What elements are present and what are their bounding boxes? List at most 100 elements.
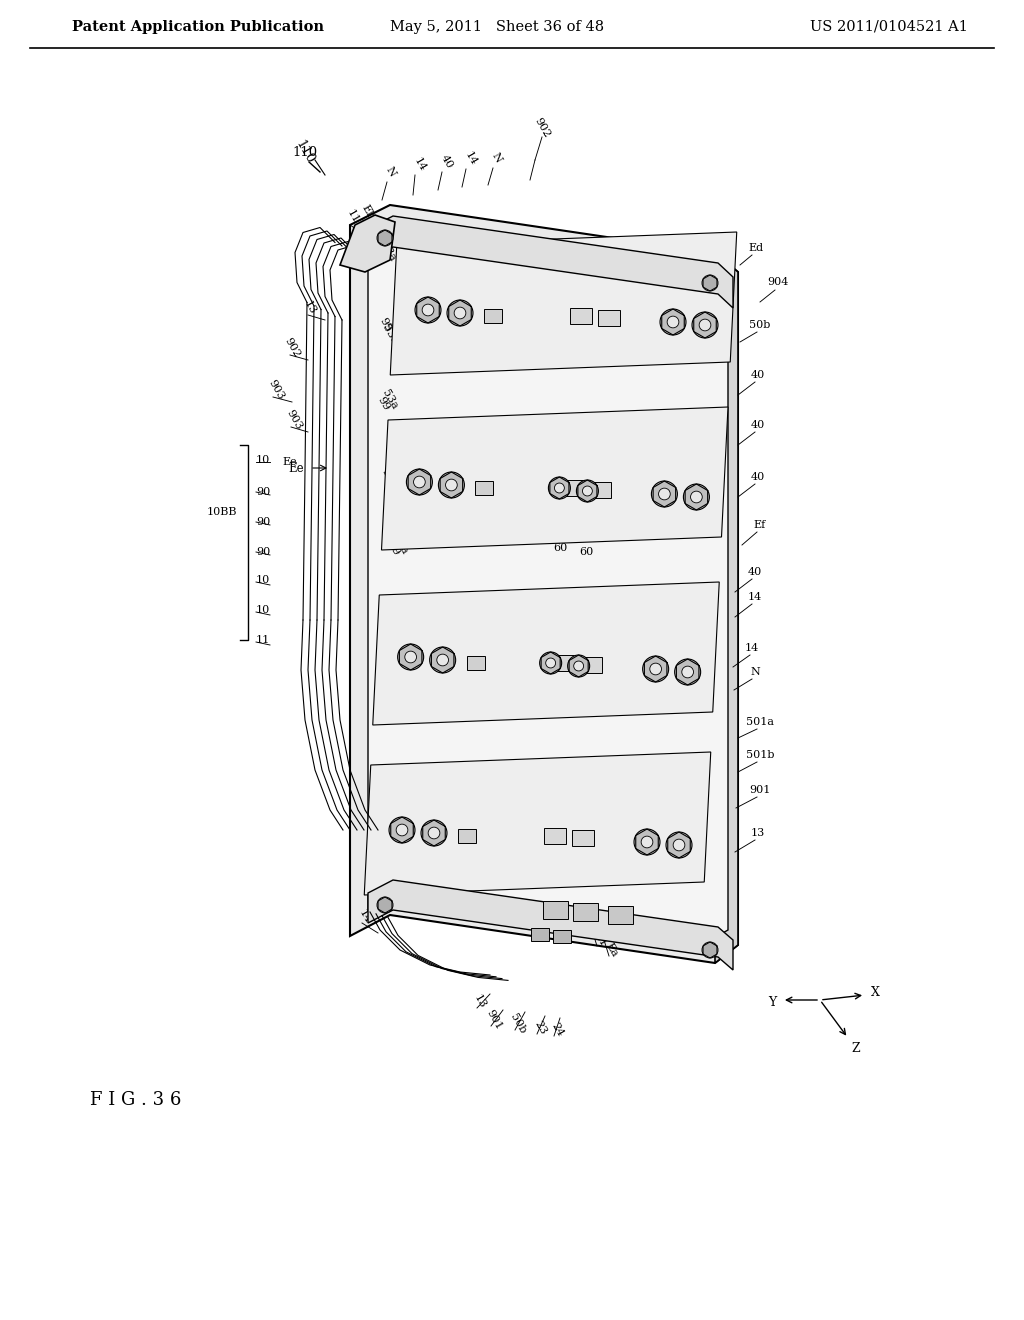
Circle shape [421,820,447,846]
Circle shape [447,300,473,326]
Polygon shape [390,232,736,375]
Circle shape [650,663,662,675]
Text: 53a: 53a [381,388,399,412]
Text: Z: Z [852,1041,860,1055]
Bar [544,828,565,843]
Text: 903: 903 [285,408,304,432]
Circle shape [404,651,417,663]
Bar [475,480,494,495]
Circle shape [673,840,685,851]
Text: N: N [751,667,760,677]
Circle shape [414,477,425,488]
Text: US 2011/0104521 A1: US 2011/0104521 A1 [810,20,968,34]
Circle shape [699,319,711,331]
Text: 14: 14 [463,150,479,168]
Circle shape [546,659,556,668]
Text: 60: 60 [553,615,567,624]
Circle shape [668,317,679,327]
Circle shape [683,484,710,510]
Polygon shape [715,253,738,964]
Text: 901: 901 [750,785,771,795]
Circle shape [389,817,415,843]
Text: 40: 40 [751,420,765,430]
Polygon shape [368,880,733,970]
Text: 90: 90 [256,487,270,498]
Text: Y: Y [768,995,776,1008]
Polygon shape [362,216,733,308]
Text: 90: 90 [256,546,270,557]
Circle shape [415,297,441,323]
Circle shape [690,491,702,503]
Text: 99: 99 [385,540,400,557]
Circle shape [583,486,592,496]
Circle shape [397,644,424,671]
Text: 53a: 53a [385,461,404,483]
Bar [553,929,571,942]
Text: 99: 99 [377,317,393,334]
Circle shape [634,829,660,855]
Bar [607,906,633,924]
Circle shape [658,488,671,500]
Text: Ee: Ee [288,462,304,474]
Circle shape [540,652,561,675]
Text: 53a: 53a [390,533,410,557]
Text: 901: 901 [484,1008,504,1032]
Text: 50b: 50b [508,1012,527,1036]
Bar [589,482,611,498]
Text: 21: 21 [592,932,608,949]
Text: 501b: 501b [745,750,774,760]
Text: 501a: 501a [746,717,774,727]
Text: Eb: Eb [359,203,376,222]
Polygon shape [368,222,728,942]
Text: 11: 11 [345,209,360,226]
Text: 14: 14 [744,643,759,653]
Text: 10: 10 [256,605,270,615]
Circle shape [422,304,434,315]
Bar [484,309,502,323]
Bar [597,310,620,326]
Text: 10: 10 [256,455,270,465]
Text: X: X [870,986,880,998]
Text: 110: 110 [293,137,316,166]
Text: 13: 13 [751,828,765,838]
Polygon shape [340,215,395,272]
Text: 14: 14 [748,591,762,602]
Text: 10: 10 [256,576,270,585]
Circle shape [438,473,465,498]
Circle shape [660,309,686,335]
Text: 902: 902 [283,337,302,360]
Text: 40: 40 [439,153,455,170]
Circle shape [702,942,718,958]
Text: 904: 904 [767,277,788,286]
Circle shape [682,667,693,678]
Circle shape [554,483,564,492]
Text: 99: 99 [375,395,391,413]
Bar [561,480,583,496]
Polygon shape [350,205,738,964]
Bar [458,829,476,843]
Polygon shape [382,407,728,550]
Text: 20: 20 [616,921,631,932]
Bar [571,830,594,846]
Bar [543,902,567,919]
Text: 60: 60 [553,471,567,480]
Text: 902: 902 [532,116,552,140]
Bar [572,903,597,921]
Circle shape [455,308,466,319]
Text: 13: 13 [302,300,317,317]
Circle shape [377,230,393,246]
Circle shape [407,469,432,495]
Circle shape [377,898,393,913]
Text: 40: 40 [751,370,765,380]
Text: Ea: Ea [604,941,620,958]
Circle shape [666,832,692,858]
Circle shape [577,480,598,502]
Circle shape [430,647,456,673]
Text: 60: 60 [579,546,593,557]
Text: N: N [384,165,397,178]
Text: Ee: Ee [283,457,297,467]
Circle shape [641,836,653,847]
Text: Patent Application Publication: Patent Application Publication [72,20,324,34]
Text: 50b: 50b [750,319,771,330]
Bar [569,308,592,323]
